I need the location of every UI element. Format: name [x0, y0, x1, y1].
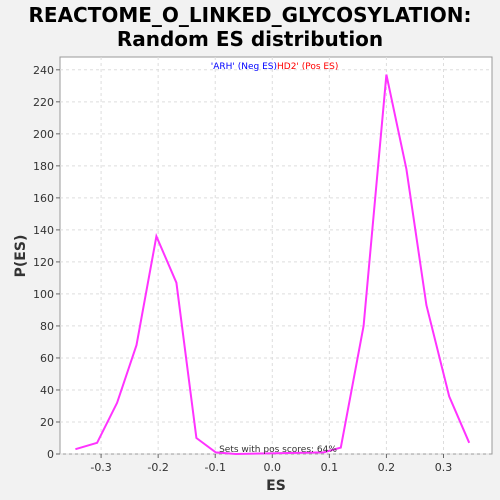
y-tick-label: 220 — [33, 96, 54, 109]
grid — [60, 57, 492, 455]
y-axis: 0 20 40 60 80 100 120 140 160 180 200 220 240 — [33, 64, 60, 461]
y-tick-label: 0 — [47, 448, 54, 461]
x-tick-label: 0.3 — [435, 461, 453, 474]
series-group — [75, 74, 471, 456]
y-tick-label: 40 — [40, 384, 54, 397]
y-tick-label: 160 — [33, 192, 54, 205]
neg-es-label: 'ARH' (Neg ES) — [211, 62, 277, 72]
y-tick-label: 140 — [33, 224, 54, 237]
y-tick-label: 200 — [33, 128, 54, 141]
x-tick-label: 0.1 — [321, 461, 339, 474]
x-tick-label: -0.1 — [204, 461, 225, 474]
y-tick-label: 240 — [33, 64, 54, 77]
x-axis-label: ES — [266, 478, 286, 494]
y-tick-label: 60 — [40, 352, 54, 365]
x-tick-label: 0.0 — [264, 461, 282, 474]
pos-es-label: HD2' (Pos ES) — [277, 62, 338, 72]
y-tick-label: 100 — [33, 288, 54, 301]
x-tick-label: 0.2 — [378, 461, 396, 474]
chart-title-line-2: Random ES distribution — [117, 27, 383, 51]
y-tick-label: 20 — [40, 416, 54, 429]
pos-scores-footer: Sets with pos scores: 64% — [219, 445, 337, 455]
chart-title-line-1: REACTOME_O_LINKED_GLYCOSYLATION: — [29, 3, 472, 27]
y-tick-label: 180 — [33, 160, 54, 173]
x-tick-label: -0.3 — [90, 461, 111, 474]
x-axis: -0.3 -0.2 -0.1 0.0 0.1 0.2 0.3 — [90, 454, 452, 474]
es-distribution-line — [75, 74, 471, 456]
plot-area — [59, 56, 493, 455]
y-axis-label: P(ES) — [13, 235, 29, 278]
x-tick-label: -0.2 — [147, 461, 168, 474]
y-tick-label: 80 — [40, 320, 54, 333]
y-tick-label: 120 — [33, 256, 54, 269]
